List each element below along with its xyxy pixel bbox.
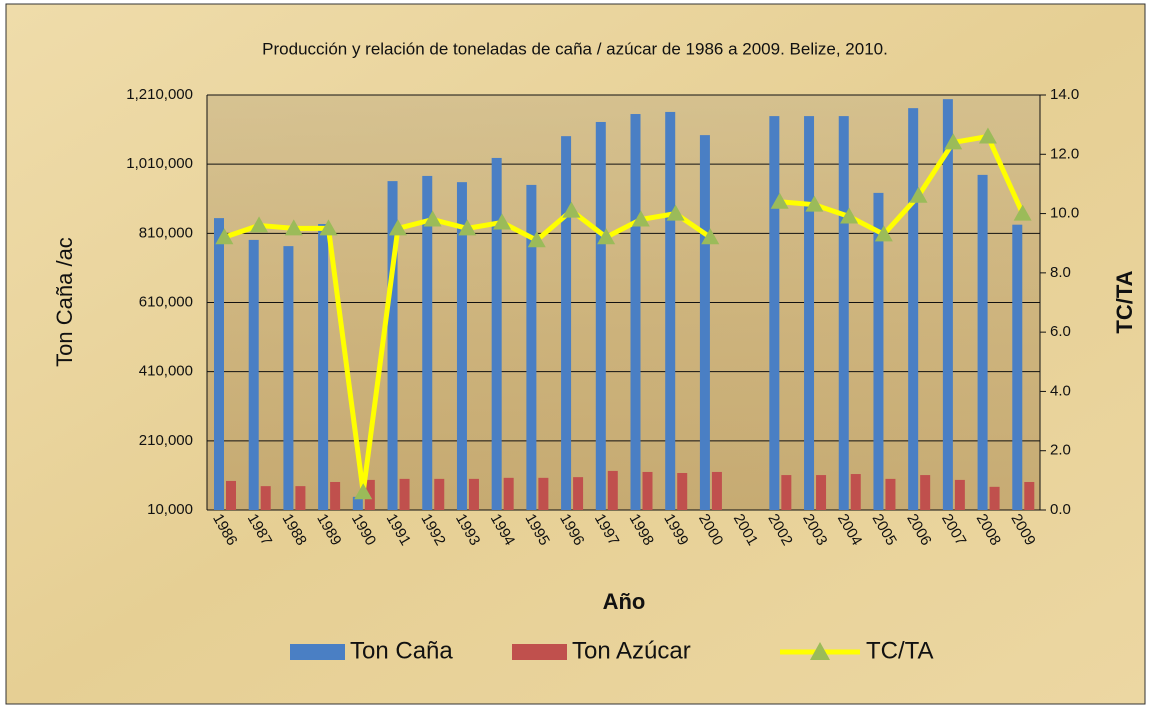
bar <box>295 486 306 510</box>
marker <box>388 219 407 236</box>
legend-swatch <box>290 644 345 660</box>
bar <box>711 471 722 510</box>
bar <box>838 116 849 511</box>
marker <box>284 219 303 236</box>
bar <box>434 478 445 510</box>
marker <box>805 195 824 212</box>
chart-title: Producción y relación de toneladas de ca… <box>262 39 888 58</box>
bar <box>607 470 618 510</box>
bar <box>468 478 479 510</box>
marker <box>562 201 581 218</box>
bar <box>989 486 1000 510</box>
y-tick-label: 1,010,000 <box>126 155 193 172</box>
bar <box>642 471 653 510</box>
bar <box>352 496 363 510</box>
bar <box>942 99 953 511</box>
legend-swatch <box>512 644 567 660</box>
bar <box>503 477 514 510</box>
bar <box>248 239 259 510</box>
y2-tick-label: 4.0 <box>1050 382 1071 399</box>
bar <box>538 477 549 510</box>
marker <box>354 483 373 500</box>
bar <box>260 486 271 510</box>
y2-tick-label: 2.0 <box>1050 442 1071 459</box>
bar <box>699 135 710 510</box>
marker <box>493 213 512 230</box>
bar <box>1012 224 1023 510</box>
bar <box>665 111 676 510</box>
bar <box>526 184 537 510</box>
y2-tick-label: 12.0 <box>1050 145 1079 162</box>
bar <box>769 116 780 511</box>
legend-label: Ton Azúcar <box>572 637 691 664</box>
marker <box>319 219 338 236</box>
marker <box>978 127 997 144</box>
marker <box>458 219 477 236</box>
marker <box>250 216 269 233</box>
bar <box>850 474 861 510</box>
bar <box>283 246 294 511</box>
marker <box>1013 204 1032 221</box>
y2-tick-label: 6.0 <box>1050 323 1071 340</box>
bar <box>595 121 606 510</box>
bar <box>226 480 236 510</box>
y-tick-label: 810,000 <box>139 224 193 241</box>
bar <box>491 157 502 511</box>
marker <box>770 192 789 209</box>
marker <box>215 228 234 245</box>
bar <box>573 477 584 510</box>
marker <box>909 186 928 203</box>
y2-tick-label: 14.0 <box>1050 86 1079 103</box>
marker <box>701 228 720 245</box>
y-tick-label: 1,210,000 <box>126 86 193 103</box>
marker <box>631 210 650 227</box>
marker <box>874 225 893 242</box>
bar <box>816 475 827 510</box>
bar <box>318 223 329 510</box>
y-tick-label: 410,000 <box>139 363 193 380</box>
bar <box>977 174 988 510</box>
y-tick-label: 610,000 <box>139 293 193 310</box>
legend-label: TC/TA <box>866 637 934 664</box>
bar <box>630 114 641 510</box>
y2-tick-label: 10.0 <box>1050 205 1079 222</box>
bar <box>804 116 815 511</box>
bar <box>387 181 398 511</box>
legend-marker <box>810 642 830 660</box>
y-tick-label: 210,000 <box>139 432 193 449</box>
bar <box>364 479 375 510</box>
y2-tick-label: 8.0 <box>1050 264 1071 281</box>
bar <box>1024 481 1035 510</box>
legend-label: Ton Caña <box>350 637 453 664</box>
marker <box>527 231 546 248</box>
marker <box>597 228 616 245</box>
marker <box>423 210 442 227</box>
bar <box>330 481 341 510</box>
bar <box>954 479 965 510</box>
bar <box>920 475 931 510</box>
marker <box>666 204 685 221</box>
bar <box>885 478 896 510</box>
bar <box>561 136 572 510</box>
bar <box>422 175 433 511</box>
bar <box>399 478 410 510</box>
bar <box>456 182 467 510</box>
x-axis-label: Año <box>603 589 646 614</box>
y2-tick-label: 0.0 <box>1050 501 1071 518</box>
y-axis-label: Ton Caña /ac <box>52 237 77 367</box>
bar <box>908 108 919 511</box>
y-tick-label: 10,000 <box>147 501 193 518</box>
bar <box>781 475 792 510</box>
marker <box>840 207 859 224</box>
bar <box>677 472 688 510</box>
bar <box>214 218 224 510</box>
bar <box>873 192 884 510</box>
marker <box>944 133 963 150</box>
y2-axis-label: TC/TA <box>1112 270 1137 333</box>
